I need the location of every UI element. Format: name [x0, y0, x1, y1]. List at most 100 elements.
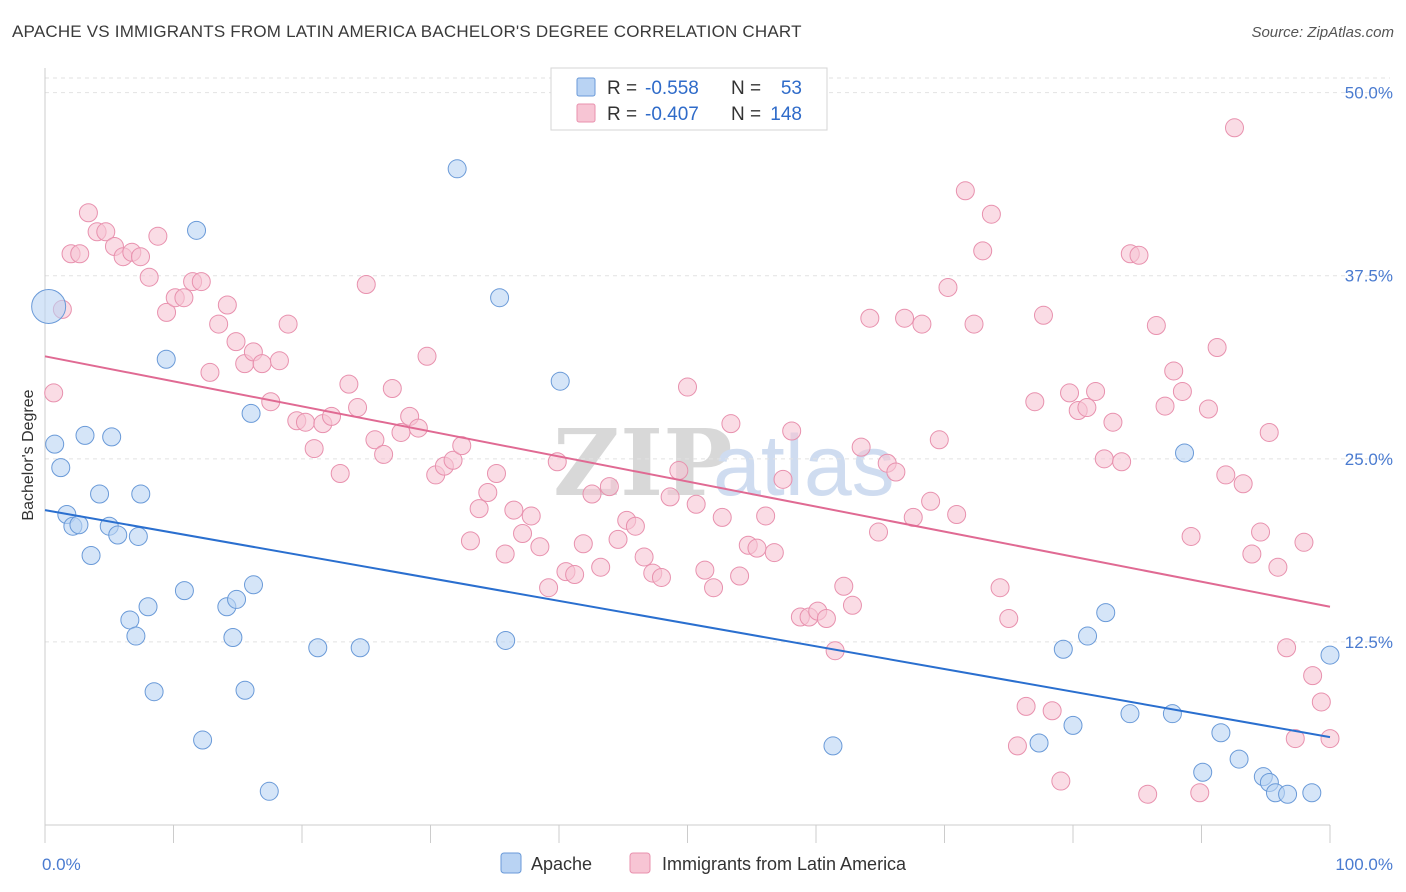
latin-america-point	[756, 506, 776, 526]
latin-america-point	[191, 272, 211, 292]
latin-america-point	[96, 222, 116, 242]
apache-point	[447, 159, 467, 179]
latin-america-point	[851, 437, 871, 457]
latin-america-point	[1233, 474, 1253, 494]
latin-america-point	[1016, 696, 1036, 716]
latin-america-point	[78, 203, 98, 223]
apache-point	[1193, 762, 1213, 782]
latin-america-point	[1155, 396, 1175, 416]
watermark-zip: ZIP	[553, 409, 732, 517]
latin-america-point	[834, 576, 854, 596]
apache-point	[550, 371, 570, 391]
apache-point	[490, 288, 510, 308]
latin-america-point	[1303, 666, 1323, 686]
apache-point	[75, 425, 95, 445]
latin-america-point	[669, 461, 689, 481]
apache-point	[1302, 783, 1322, 803]
apache-point	[144, 682, 164, 702]
apache-point	[223, 628, 243, 648]
apache-point	[1078, 626, 1098, 646]
latin-america-point	[469, 499, 489, 519]
latin-america-point	[938, 277, 958, 297]
apache-point	[227, 589, 247, 609]
latin-america-point	[1181, 526, 1201, 546]
apache-point	[1211, 723, 1231, 743]
apache-point	[156, 349, 176, 369]
x-tick-label-max: 100.0%	[1335, 855, 1393, 874]
latin-america-point	[295, 412, 315, 432]
latin-america-point	[348, 398, 368, 418]
latin-america-point	[625, 516, 645, 536]
latin-america-point	[443, 450, 463, 470]
apache-point	[1320, 645, 1340, 665]
latin-america-point	[365, 430, 385, 450]
y-tick-label: 50.0%	[1345, 84, 1393, 103]
latin-america-point	[816, 608, 836, 628]
latin-america-point	[582, 484, 602, 504]
x-tick-label-min: 0.0%	[42, 855, 81, 874]
y-tick-label: 37.5%	[1345, 267, 1393, 286]
legend: Apache Immigrants from Latin America	[500, 852, 907, 874]
latin-america-point	[686, 494, 706, 514]
latin-america-point	[842, 595, 862, 615]
apache-point	[1229, 749, 1249, 769]
apache-point	[1029, 733, 1049, 753]
chart-source: Source: ZipAtlas.com	[1251, 24, 1394, 41]
latin-america-regression-line	[44, 355, 1331, 608]
latin-america-point	[929, 430, 949, 450]
latin-america-point	[1259, 422, 1279, 442]
latin-america-points	[44, 118, 1340, 804]
latin-america-point	[981, 204, 1001, 224]
stats-box: R = -0.558 N = 53 R = -0.407 N = 148	[550, 67, 828, 131]
apache-point	[138, 597, 158, 617]
apache-point	[823, 736, 843, 756]
latin-america-point	[278, 314, 298, 334]
latin-america-point	[382, 379, 402, 399]
apache-point	[241, 403, 261, 423]
latin-america-point	[712, 507, 732, 527]
y-axis-label: Bachelor's Degree	[20, 389, 37, 520]
latin-america-point	[947, 504, 967, 524]
latin-america-point	[539, 578, 559, 598]
latin-america-point	[1277, 638, 1297, 658]
stats-apache-n-value: 53	[781, 78, 802, 99]
regression-lines	[44, 355, 1331, 739]
stats-apache-swatch	[576, 77, 596, 97]
apache-point	[128, 526, 148, 546]
apache-point	[126, 626, 146, 646]
latin-america-point	[1251, 522, 1271, 542]
latin-america-point	[1033, 305, 1053, 325]
latin-america-point	[608, 529, 628, 549]
latin-america-point	[1077, 398, 1097, 418]
latin-america-point	[747, 538, 767, 558]
latin-america-point	[704, 578, 724, 598]
latin-america-point	[869, 522, 889, 542]
latin-america-point	[678, 377, 697, 397]
latin-america-point	[339, 374, 359, 394]
latin-america-point	[964, 314, 984, 334]
latin-america-point	[226, 332, 246, 352]
tick-labels: 12.5% 25.0% 37.5% 50.0% 0.0% 100.0%	[42, 84, 1393, 874]
stats-latin-n-value: 148	[770, 104, 802, 125]
apache-point	[235, 680, 255, 700]
legend-latin-swatch	[629, 852, 651, 874]
apache-point	[90, 484, 110, 504]
latin-america-point	[1285, 729, 1305, 749]
latin-america-point	[521, 506, 541, 526]
latin-america-point	[217, 295, 237, 315]
apache-point	[69, 515, 89, 535]
latin-america-point	[782, 421, 802, 441]
apache-point	[51, 458, 71, 478]
y-tick-label: 12.5%	[1345, 633, 1393, 652]
stats-apache-r-value: -0.558	[645, 78, 699, 99]
latin-america-point	[1294, 532, 1314, 552]
stats-latin-swatch	[576, 103, 596, 123]
latin-america-point	[330, 463, 350, 483]
latin-america-point	[1320, 729, 1340, 749]
latin-america-point	[599, 477, 619, 497]
latin-america-point	[1172, 381, 1192, 401]
latin-america-point	[131, 247, 151, 267]
stats-latin-n-label: N =	[731, 104, 761, 125]
apache-point	[1063, 715, 1083, 735]
latin-america-point	[1146, 316, 1166, 336]
